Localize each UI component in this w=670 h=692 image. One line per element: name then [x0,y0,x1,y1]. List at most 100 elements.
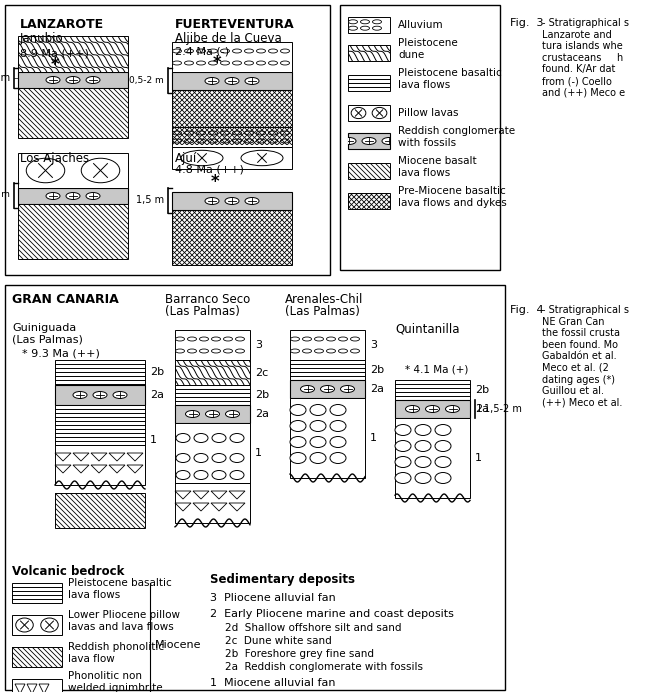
Text: 2c  Dune white sand: 2c Dune white sand [225,636,332,646]
Ellipse shape [176,337,184,341]
Bar [172,192,292,210]
Ellipse shape [395,441,411,451]
Ellipse shape [372,107,387,118]
Ellipse shape [200,349,208,353]
Text: Reddish conglomerate
with fossils: Reddish conglomerate with fossils [398,126,515,148]
Ellipse shape [41,618,58,632]
Ellipse shape [196,61,206,65]
Ellipse shape [241,150,283,165]
Ellipse shape [113,392,127,399]
Ellipse shape [326,349,336,353]
Ellipse shape [338,337,348,341]
Text: - Stratigraphical s
NE Gran Can
the fossil crusta
been found. Mo
Gabaldón et al.: - Stratigraphical s NE Gran Can the foss… [542,305,629,408]
Ellipse shape [435,441,451,451]
Bar [348,105,390,121]
Ellipse shape [225,197,239,205]
Ellipse shape [181,150,223,165]
Polygon shape [193,491,209,499]
Ellipse shape [176,433,190,442]
Ellipse shape [290,421,306,432]
Text: (Las Palmas): (Las Palmas) [165,305,240,318]
Ellipse shape [415,457,431,468]
Ellipse shape [232,139,241,143]
Text: 1: 1 [255,448,262,458]
Text: Aljibe de la Cueva: Aljibe de la Cueva [175,32,282,45]
Text: Pleistocene
dune: Pleistocene dune [398,38,458,60]
Bar [12,615,62,635]
Bar [348,163,390,179]
Text: 1: 1 [475,453,482,463]
Ellipse shape [360,26,369,30]
Bar [175,423,250,483]
Ellipse shape [176,349,184,353]
Ellipse shape [415,473,431,484]
Polygon shape [211,491,227,499]
Text: Phonolitic non
welded ignimbrite: Phonolitic non welded ignimbrite [68,671,163,692]
Bar [172,147,292,169]
Ellipse shape [172,49,182,53]
Ellipse shape [232,49,241,53]
Ellipse shape [314,349,324,353]
Ellipse shape [93,392,107,399]
Ellipse shape [86,77,100,84]
Ellipse shape [269,49,277,53]
Ellipse shape [342,138,356,145]
Ellipse shape [184,139,194,143]
Text: 2a: 2a [150,390,164,400]
Bar [18,72,128,88]
Ellipse shape [73,392,87,399]
Ellipse shape [330,421,346,432]
Ellipse shape [291,349,299,353]
Ellipse shape [66,192,80,199]
Bar [172,90,292,145]
Ellipse shape [81,158,120,183]
Ellipse shape [330,453,346,464]
Text: Janubio: Janubio [20,32,64,45]
Ellipse shape [310,405,326,415]
Bar [172,127,292,147]
Text: 2a  Reddish conglomerate with fossils: 2a Reddish conglomerate with fossils [225,662,423,672]
Bar [55,445,145,485]
Text: *: * [210,173,219,191]
Ellipse shape [196,131,206,135]
Ellipse shape [395,424,411,435]
Text: Miocene: Miocene [155,640,202,650]
Text: LANZAROTE: LANZAROTE [20,18,104,31]
Polygon shape [91,465,107,473]
Polygon shape [109,453,125,461]
Ellipse shape [415,441,431,451]
Text: Arenales-Chil: Arenales-Chil [285,293,363,306]
Text: 1: 1 [150,435,157,445]
Bar [290,380,365,398]
Ellipse shape [245,197,259,205]
Ellipse shape [188,337,196,341]
Ellipse shape [208,131,218,135]
Ellipse shape [208,61,218,65]
Text: 0,5-2 m: 0,5-2 m [129,75,164,84]
Polygon shape [73,453,89,461]
Ellipse shape [310,453,326,464]
Ellipse shape [212,337,220,341]
Ellipse shape [330,405,346,415]
Bar [175,330,250,360]
Ellipse shape [196,49,206,53]
Bar [340,5,500,270]
Ellipse shape [16,618,34,632]
Ellipse shape [230,433,244,442]
Ellipse shape [245,139,253,143]
Text: (Las Palmas): (Las Palmas) [12,335,83,345]
Text: 2  Early Pliocene marine and coast deposits: 2 Early Pliocene marine and coast deposi… [210,609,454,619]
Text: (Las Palmas): (Las Palmas) [285,305,360,318]
Text: 4.8 Ma (++): 4.8 Ma (++) [175,165,244,175]
Ellipse shape [382,138,396,145]
Ellipse shape [225,78,239,84]
Bar [172,42,292,72]
Ellipse shape [395,473,411,484]
Bar [395,400,470,418]
Ellipse shape [66,77,80,84]
Text: 2a: 2a [255,409,269,419]
Ellipse shape [220,49,230,53]
Ellipse shape [310,437,326,448]
Ellipse shape [188,349,196,353]
Bar [55,385,145,405]
